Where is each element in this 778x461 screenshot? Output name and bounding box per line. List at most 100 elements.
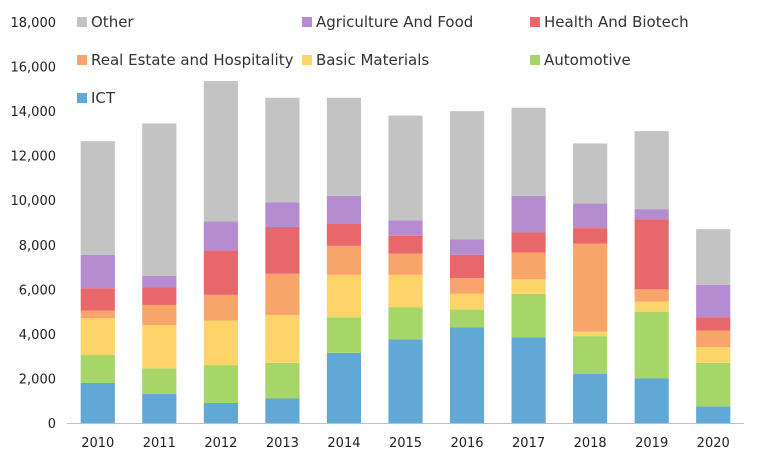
y-tick-label: 16,000 (11, 61, 57, 76)
bar-segment-agriculture-and-food (696, 284, 731, 318)
legend-item-basic-materials: Basic Materials (302, 51, 429, 69)
bar-segment-ict (80, 382, 115, 423)
bar-segment-automotive (696, 362, 731, 407)
bar-segment-real-estate-and-hospitality (142, 304, 177, 325)
bar-segment-agriculture-and-food (265, 202, 300, 227)
bar-segment-automotive (388, 307, 423, 340)
bar-segment-automotive (573, 336, 608, 374)
bar-segment-basic-materials (634, 301, 669, 312)
bar-segment-automotive (80, 355, 115, 383)
bar-segment-health-and-biotech (573, 228, 608, 244)
legend-label: Basic Materials (316, 51, 429, 69)
x-tick-label: 2011 (143, 436, 176, 451)
y-tick-label: 6,000 (19, 283, 56, 298)
x-tick-label: 2016 (450, 436, 483, 451)
bar-segment-other (696, 229, 731, 285)
legend-item-health-and-biotech: Health And Biotech (530, 13, 689, 31)
bar-segment-basic-materials (573, 331, 608, 337)
bar-segment-other (326, 97, 362, 196)
bar-segment-automotive (265, 362, 300, 399)
y-tick-label: 4,000 (19, 328, 56, 343)
bar-stack-2019 (634, 131, 669, 423)
bar-segment-agriculture-and-food (142, 275, 177, 288)
bar-segment-real-estate-and-hospitality (634, 289, 669, 302)
bar-segment-agriculture-and-food (388, 220, 423, 236)
bar-stack-2014 (326, 97, 362, 423)
x-tick-label: 2020 (697, 436, 730, 451)
bar-segment-automotive (634, 311, 669, 379)
y-tick-label: 2,000 (19, 372, 56, 387)
legend-item-ict: ICT (77, 89, 116, 107)
bar-segment-health-and-biotech (696, 317, 731, 331)
bar-segment-health-and-biotech (449, 254, 485, 279)
legend-label: Health And Biotech (544, 13, 689, 31)
legend-swatch (77, 93, 87, 103)
legend-item-agriculture-and-food: Agriculture And Food (302, 13, 473, 31)
y-tick-label: 14,000 (11, 105, 57, 120)
bar-segment-ict (326, 352, 362, 423)
bar-segment-basic-materials (80, 318, 115, 356)
bar-stack-2012 (203, 81, 238, 423)
bar-segment-agriculture-and-food (634, 209, 669, 220)
bar-segment-automotive (511, 293, 546, 338)
bar-segment-ict (388, 339, 423, 423)
bar-segment-real-estate-and-hospitality (511, 252, 546, 280)
legend-swatch (302, 55, 312, 65)
legend-swatch (77, 55, 87, 65)
bar-stack-2013 (265, 97, 300, 423)
bar-segment-health-and-biotech (203, 250, 238, 295)
bar-segment-real-estate-and-hospitality (265, 273, 300, 315)
bar-segment-ict (696, 406, 731, 423)
bar-segment-other (449, 111, 485, 240)
bar-segment-real-estate-and-hospitality (449, 278, 485, 294)
legend-label: ICT (91, 89, 116, 107)
y-tick-label: 12,000 (11, 150, 57, 165)
bar-segment-automotive (142, 368, 177, 395)
legend: Other Agriculture And Food Health And Biot… (77, 13, 689, 107)
bar-segment-ict (634, 378, 669, 423)
bar-segment-health-and-biotech (142, 287, 177, 305)
bar-segment-agriculture-and-food (326, 195, 362, 224)
bar-segment-other (388, 115, 423, 221)
bar-segment-other (634, 131, 669, 210)
bar-segment-automotive (326, 317, 362, 353)
y-tick-label: 8,000 (19, 239, 56, 254)
legend-label: Real Estate and Hospitality (91, 51, 294, 69)
legend-label: Automotive (544, 51, 631, 69)
x-axis: 2010 2011 2012 2013 2014 2015 2016 2017 2018 2019… (67, 423, 744, 451)
bar-stack-2011 (142, 123, 177, 423)
bar-segment-basic-materials (449, 293, 485, 310)
bar-segment-basic-materials (265, 314, 300, 363)
bar-segment-basic-materials (511, 279, 546, 294)
bar-segment-other (142, 123, 177, 276)
bar-segment-automotive (449, 309, 485, 328)
bar-segment-health-and-biotech (634, 219, 669, 290)
bar-segment-ict (511, 337, 546, 423)
bar-segment-real-estate-and-hospitality (573, 243, 608, 332)
bar-segment-health-and-biotech (265, 226, 300, 274)
bar-segment-health-and-biotech (511, 232, 546, 253)
bar-segment-health-and-biotech (388, 235, 423, 254)
legend-item-automotive: Automotive (530, 51, 631, 69)
bar-stack-2010 (80, 141, 115, 423)
bar-segment-ict (265, 398, 300, 423)
bar-segment-other (265, 97, 300, 203)
bar-segment-real-estate-and-hospitality (203, 294, 238, 321)
bar-segment-other (511, 107, 546, 196)
legend-swatch (530, 55, 540, 65)
bar-segment-real-estate-and-hospitality (388, 253, 423, 275)
bar-stack-2016 (449, 111, 485, 423)
x-tick-label: 2017 (512, 436, 545, 451)
bar-segment-ict (203, 402, 238, 423)
legend-label: Other (91, 13, 134, 31)
bar-segment-real-estate-and-hospitality (326, 245, 362, 275)
legend-item-other: Other (77, 13, 134, 31)
bar-segment-real-estate-and-hospitality (80, 310, 115, 319)
x-tick-label: 2010 (81, 436, 114, 451)
bar-segment-ict (573, 373, 608, 423)
bar-segment-agriculture-and-food (511, 195, 546, 233)
bar-segment-basic-materials (696, 347, 731, 363)
bar-segment-real-estate-and-hospitality (696, 330, 731, 348)
y-tick-label: 18,000 (11, 16, 57, 31)
legend-swatch (530, 17, 540, 27)
